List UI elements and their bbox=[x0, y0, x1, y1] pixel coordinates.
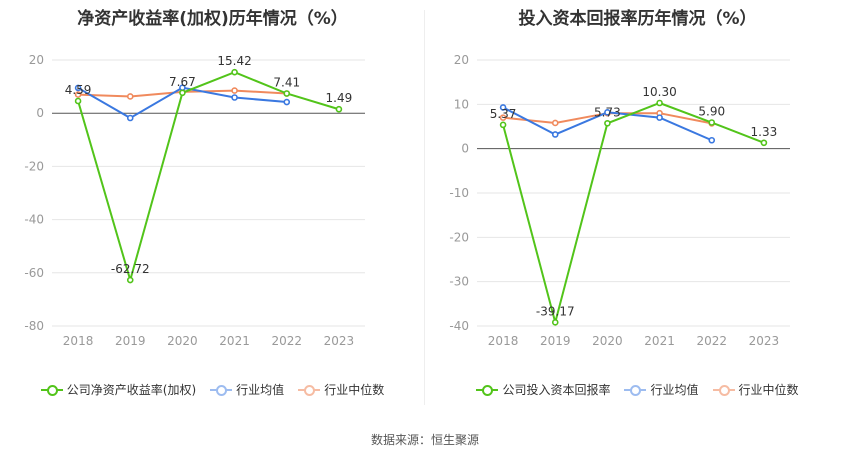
data-point-avg[interactable] bbox=[231, 94, 238, 101]
chart-legend: 公司净资产收益率(加权) 行业均值 行业中位数 bbox=[0, 381, 425, 398]
y-tick-label: 10 bbox=[454, 97, 469, 111]
y-tick-label: -40 bbox=[449, 319, 469, 333]
data-point-company[interactable] bbox=[760, 139, 768, 147]
data-point-median[interactable] bbox=[231, 87, 238, 94]
data-point-avg[interactable] bbox=[708, 136, 716, 144]
legend-item-median[interactable]: 行业中位数 bbox=[712, 381, 799, 398]
data-point-avg[interactable] bbox=[283, 98, 291, 106]
legend-item-company[interactable]: 公司净资产收益率(加权) bbox=[40, 381, 197, 398]
data-point-avg[interactable] bbox=[551, 131, 559, 138]
y-tick-label: -10 bbox=[449, 186, 469, 200]
data-label: -39.17 bbox=[536, 304, 575, 318]
legend-label: 公司净资产收益率(加权) bbox=[66, 383, 197, 397]
data-point-company[interactable] bbox=[604, 119, 611, 127]
x-tick-label: 2018 bbox=[63, 334, 94, 348]
legend-item-median[interactable]: 行业中位数 bbox=[298, 381, 384, 398]
y-tick-label: 20 bbox=[454, 53, 469, 67]
data-label: 10.30 bbox=[642, 85, 676, 99]
data-point-company[interactable] bbox=[231, 68, 238, 76]
legend-company-swatch-icon bbox=[476, 384, 499, 396]
x-tick-label: 2023 bbox=[324, 334, 355, 348]
data-point-company[interactable] bbox=[283, 90, 291, 97]
data-point-company[interactable] bbox=[335, 105, 343, 113]
y-tick-label: -20 bbox=[449, 230, 469, 244]
legend-label: 行业均值 bbox=[650, 383, 699, 397]
y-tick-label: 0 bbox=[461, 142, 469, 156]
data-point-avg[interactable] bbox=[656, 114, 663, 121]
data-label: 4.59 bbox=[65, 83, 92, 97]
legend-label: 行业中位数 bbox=[324, 383, 385, 397]
x-tick-label: 2018 bbox=[488, 334, 519, 348]
x-tick-label: 2022 bbox=[696, 334, 727, 348]
legend-avg-swatch-icon bbox=[624, 384, 647, 396]
y-tick-label: -80 bbox=[24, 319, 44, 333]
roe-line-chart: 20 0 -20 -40 -60 -80 2018 2019 2020 2021 2022 2023 4… bbox=[24, 53, 365, 348]
data-label: 15.42 bbox=[217, 54, 251, 68]
data-label: 1.49 bbox=[326, 91, 353, 105]
legend-median-swatch-icon bbox=[298, 384, 321, 396]
x-tick-label: 2023 bbox=[749, 334, 780, 348]
legend-item-avg[interactable]: 行业均值 bbox=[624, 381, 699, 398]
data-label: 5.37 bbox=[490, 107, 517, 121]
legend-median-swatch-icon bbox=[712, 384, 735, 396]
series-line-company bbox=[502, 101, 765, 327]
data-point-company[interactable] bbox=[499, 121, 507, 129]
x-tick-label: 2019 bbox=[115, 334, 146, 348]
chart-legend: 公司投入资本回报率 行业均值 行业中位数 bbox=[425, 381, 850, 398]
data-point-median[interactable] bbox=[74, 91, 82, 98]
data-label: 5.73 bbox=[594, 105, 621, 119]
legend-company-swatch-icon bbox=[40, 384, 63, 396]
y-tick-label: 20 bbox=[29, 53, 44, 67]
data-point-avg[interactable] bbox=[126, 114, 134, 122]
y-tick-label: -60 bbox=[24, 266, 44, 280]
chart-title: 净资产收益率(加权)历年情况（%） bbox=[77, 9, 348, 29]
x-tick-label: 2021 bbox=[219, 334, 250, 348]
panel-divider bbox=[424, 10, 425, 405]
data-label: 7.41 bbox=[273, 75, 300, 89]
data-point-median[interactable] bbox=[499, 114, 507, 121]
data-point-median[interactable] bbox=[551, 119, 559, 127]
legend-item-company[interactable]: 公司投入资本回报率 bbox=[476, 381, 610, 398]
legend-label: 行业中位数 bbox=[738, 383, 799, 397]
data-label: 1.33 bbox=[751, 125, 778, 139]
data-point-company[interactable] bbox=[74, 97, 82, 105]
x-tick-label: 2022 bbox=[271, 334, 302, 348]
series-line-company bbox=[77, 71, 340, 284]
x-tick-label: 2020 bbox=[592, 334, 623, 348]
data-point-company[interactable] bbox=[551, 319, 559, 326]
data-label: 7.67 bbox=[169, 75, 196, 89]
y-tick-label: 0 bbox=[36, 106, 44, 120]
data-label: 5.90 bbox=[698, 105, 725, 119]
roe-chart-panel: 净资产收益率(加权)历年情况（%） 20 0 -20 -40 -60 -80 2018 201… bbox=[0, 0, 425, 410]
data-point-median[interactable] bbox=[126, 93, 134, 100]
data-point-avg[interactable] bbox=[499, 104, 507, 111]
roic-line-chart: 20 10 0 -10 -20 -30 -40 2018 2019 2020 2021 2022 202… bbox=[449, 53, 790, 348]
x-tick-label: 2020 bbox=[167, 334, 198, 348]
data-point-avg[interactable] bbox=[604, 109, 611, 116]
legend-item-avg[interactable]: 行业均值 bbox=[210, 381, 284, 398]
data-point-company[interactable] bbox=[656, 99, 663, 107]
data-point-avg[interactable] bbox=[74, 84, 82, 92]
x-tick-label: 2019 bbox=[540, 334, 571, 348]
y-tick-label: -40 bbox=[24, 213, 44, 227]
legend-label: 公司投入资本回报率 bbox=[502, 383, 611, 397]
x-tick-label: 2021 bbox=[644, 334, 675, 348]
legend-avg-swatch-icon bbox=[210, 384, 233, 396]
chart-title: 投入资本回报率历年情况（%） bbox=[518, 9, 757, 29]
data-point-company[interactable] bbox=[126, 276, 134, 284]
roic-chart-panel: 投入资本回报率历年情况（%） 20 10 0 -10 -20 -30 -40 2018 2019… bbox=[425, 0, 850, 410]
y-tick-label: -20 bbox=[24, 159, 44, 173]
y-tick-label: -30 bbox=[449, 275, 469, 289]
data-point-company[interactable] bbox=[708, 119, 716, 126]
data-label: -62.72 bbox=[111, 262, 150, 276]
data-source-note: 数据来源：恒生聚源 bbox=[370, 433, 479, 447]
data-point-company[interactable] bbox=[179, 89, 186, 97]
legend-label: 行业均值 bbox=[236, 383, 285, 397]
